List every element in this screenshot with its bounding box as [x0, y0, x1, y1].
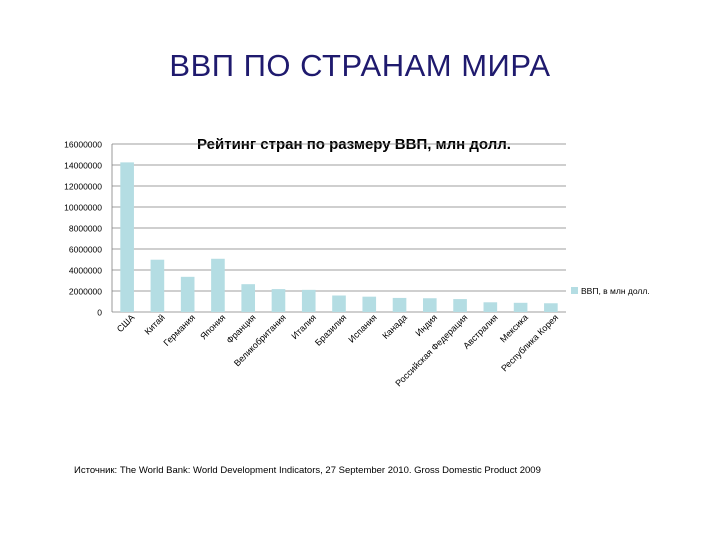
bar [513, 302, 528, 312]
y-tick-label: 14000000 [64, 161, 102, 171]
bar [453, 299, 467, 312]
y-tick-label: 16000000 [64, 140, 102, 150]
chart-title: Рейтинг стран по размеру ВВП, млн долл. [197, 136, 511, 153]
bar [332, 295, 346, 312]
x-category-label: США [115, 312, 137, 334]
y-tick-label: 2000000 [69, 287, 102, 297]
bar [422, 298, 437, 312]
bar [271, 289, 286, 312]
y-tick-label: 10000000 [64, 203, 102, 213]
x-category-label: Республика Корея [499, 312, 560, 373]
x-category-label: Испания [346, 312, 378, 344]
x-category-label: Канада [380, 312, 409, 341]
x-category-label: Япония [198, 312, 227, 341]
legend-swatch [571, 287, 578, 294]
bar [120, 162, 134, 312]
bar [301, 289, 316, 312]
x-category-label: Китай [143, 312, 167, 336]
bar [241, 284, 256, 312]
slide-title: ВВП ПО СТРАНАМ МИРА [169, 48, 551, 83]
x-category-label: Германия [161, 312, 197, 348]
x-category-label: Великобритания [232, 312, 288, 368]
source-note: Источник: The World Bank: World Developm… [74, 465, 541, 476]
y-tick-label: 8000000 [69, 224, 102, 234]
bar [362, 296, 377, 312]
x-category-label: Италия [289, 312, 318, 341]
bar [211, 258, 225, 312]
y-tick-label: 12000000 [64, 182, 102, 192]
bar [544, 303, 558, 312]
y-tick-label: 4000000 [69, 266, 102, 276]
bar [150, 259, 165, 312]
legend-label: ВВП, в млн долл. [581, 286, 650, 296]
bar [483, 302, 498, 312]
bar [392, 297, 407, 312]
y-tick-label: 6000000 [69, 245, 102, 255]
bar [180, 276, 195, 312]
x-category-label: Бразилия [313, 312, 349, 348]
x-category-label: Индия [413, 312, 439, 338]
y-tick-label: 0 [97, 308, 102, 318]
